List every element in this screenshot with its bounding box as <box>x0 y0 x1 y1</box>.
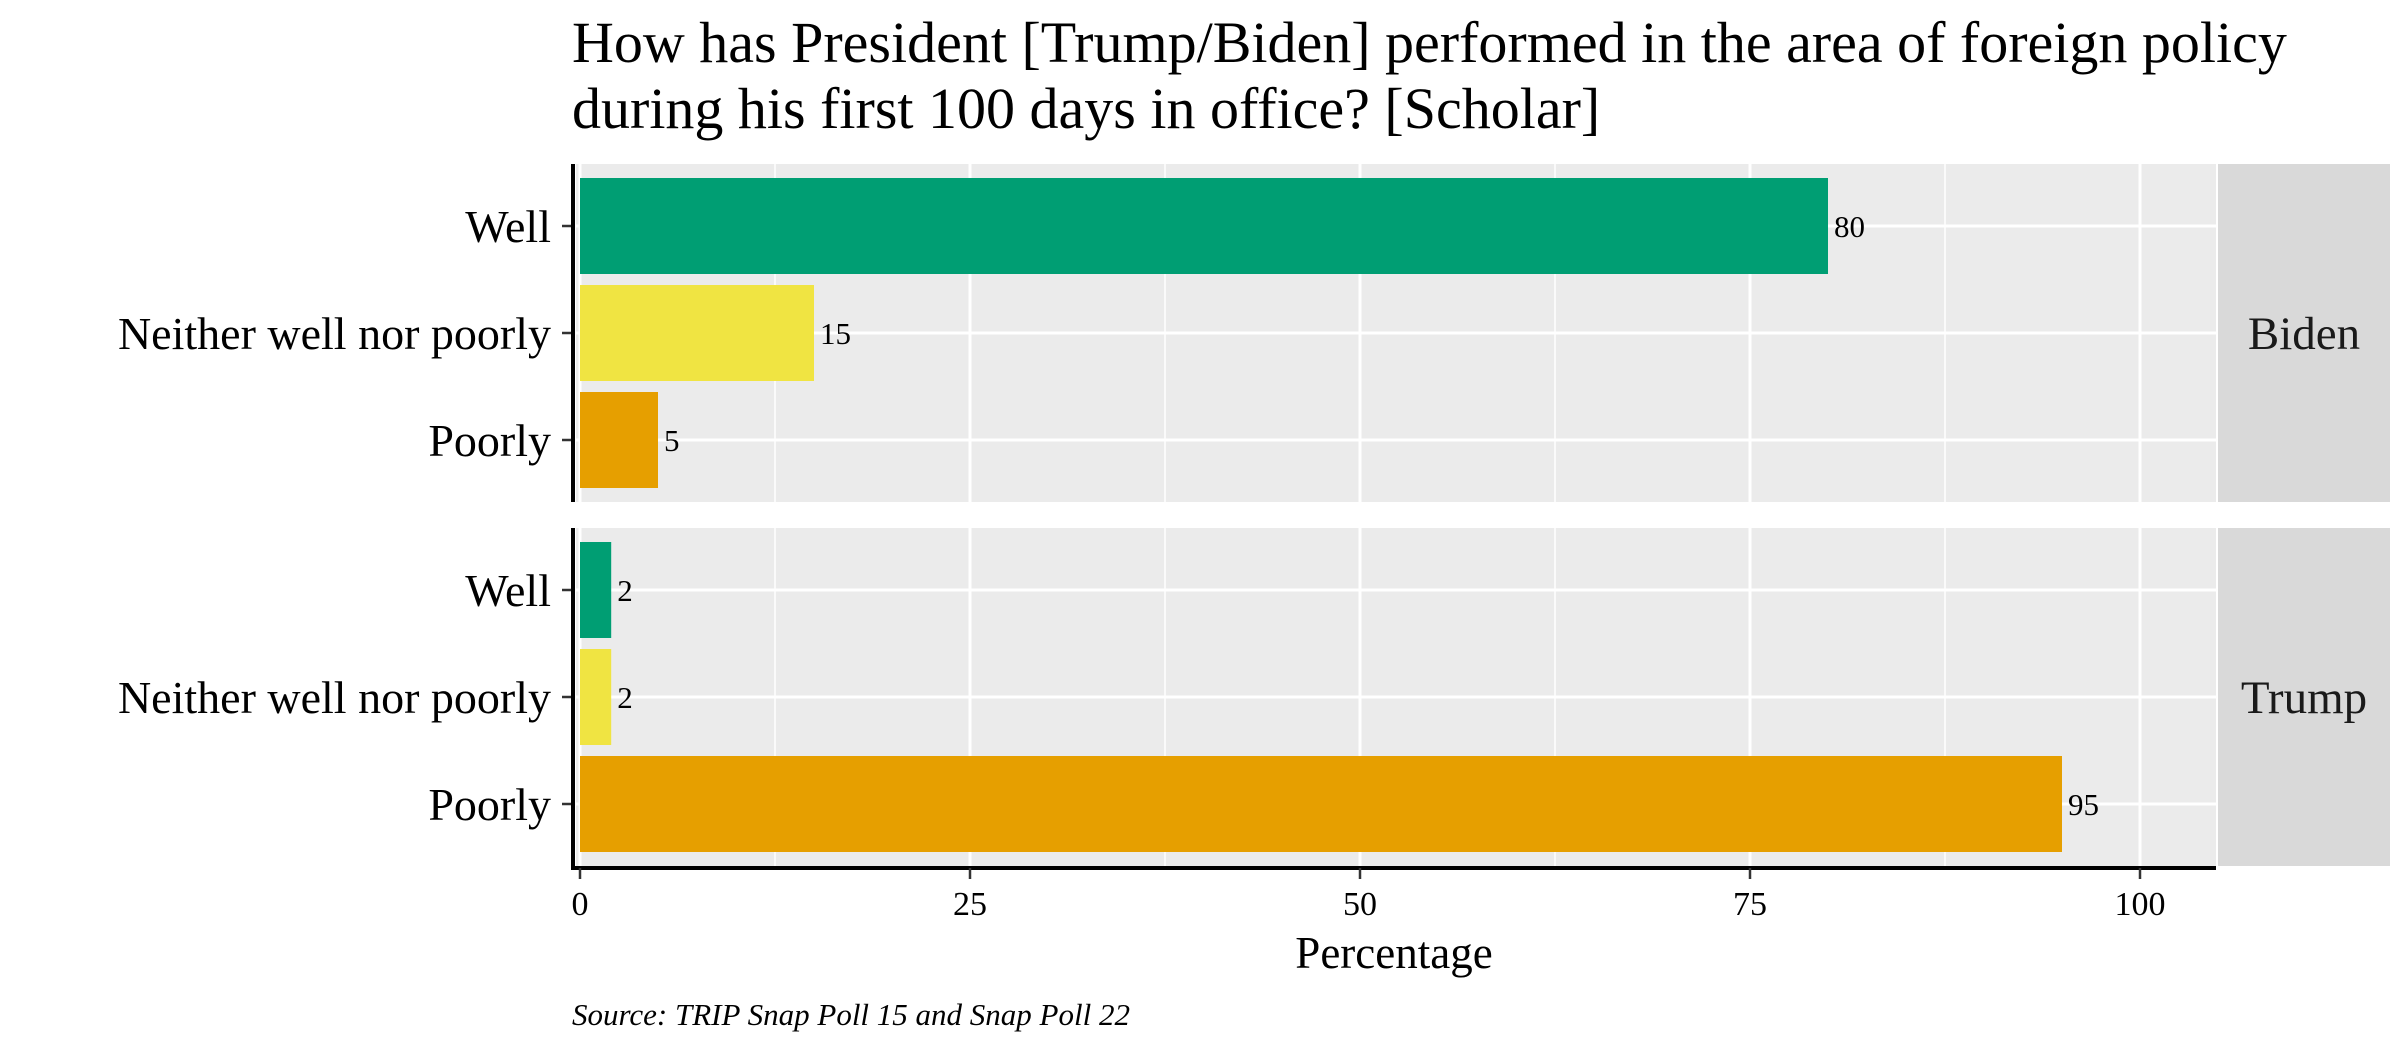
bar-biden-well <box>580 178 1828 274</box>
facet-strip-trump <box>2218 528 2390 866</box>
bar-biden-neither-well-nor-poorly <box>580 285 814 381</box>
value-label-biden-neither-well-nor-poorly: 15 <box>820 316 851 351</box>
bar-biden-poorly <box>580 392 658 488</box>
x-tick-label: 75 <box>1733 886 1767 923</box>
category-label-trump-well: Well <box>465 565 551 616</box>
x-tick-label: 0 <box>572 886 589 923</box>
chart-title-line-2: during his first 100 days in office? [Sc… <box>572 76 1600 141</box>
facet-panel-trump: 2 Well 2 Neither well nor poorly 95 Poorly Tru… <box>118 528 2390 866</box>
x-axis-title: Percentage <box>1295 928 1492 978</box>
bar-trump-neither-well-nor-poorly <box>580 649 612 745</box>
bar-trump-well <box>580 542 612 638</box>
value-label-biden-well: 80 <box>1834 209 1865 244</box>
bar-trump-poorly <box>580 756 2062 852</box>
category-label-biden-neither-well-nor-poorly: Neither well nor poorly <box>118 308 551 359</box>
category-label-trump-poorly: Poorly <box>428 779 551 830</box>
category-label-trump-neither-well-nor-poorly: Neither well nor poorly <box>118 672 551 723</box>
x-tick-label: 25 <box>953 886 987 923</box>
category-label-biden-poorly: Poorly <box>428 415 551 466</box>
facet-strip-label-trump: Trump <box>2241 672 2367 724</box>
value-label-trump-well: 2 <box>617 573 633 608</box>
value-label-biden-poorly: 5 <box>664 423 680 458</box>
facet-panel-biden: 80 Well 15 Neither well nor poorly 5 Poorly Bi… <box>118 164 2390 502</box>
category-label-biden-well: Well <box>465 201 551 252</box>
x-axis: 0 25 50 75 100 <box>571 866 2216 923</box>
value-label-trump-neither-well-nor-poorly: 2 <box>617 680 633 715</box>
source-caption: Source: TRIP Snap Poll 15 and Snap Poll … <box>572 997 1130 1032</box>
chart-title-line-1: How has President [Trump/Biden] performe… <box>572 10 2287 75</box>
facet-strip-label-biden: Biden <box>2248 308 2360 360</box>
facet-strip-biden <box>2218 164 2390 502</box>
x-tick-label: 100 <box>2115 886 2166 923</box>
value-label-trump-poorly: 95 <box>2068 787 2099 822</box>
facet-panels: 80 Well 15 Neither well nor poorly 5 Poorly Bi… <box>118 164 2390 866</box>
x-tick-label: 50 <box>1343 886 1377 923</box>
